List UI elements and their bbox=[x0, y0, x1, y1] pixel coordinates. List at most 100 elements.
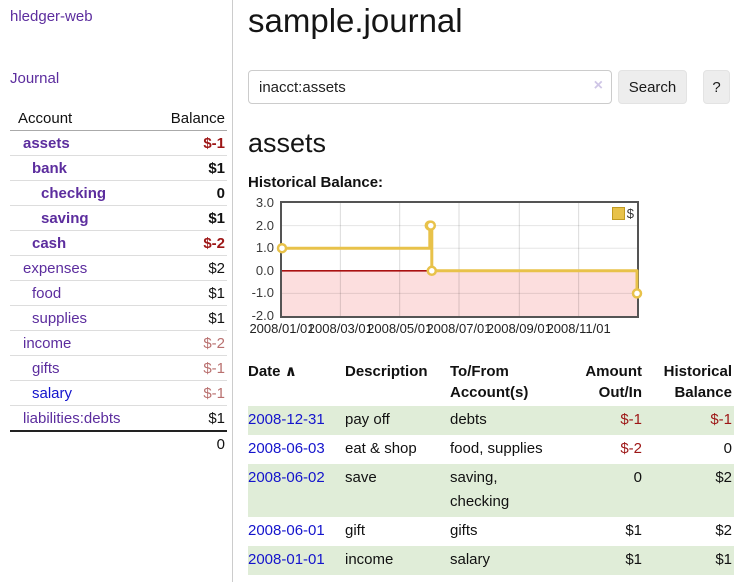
register-col-date[interactable]: Date ∧ bbox=[248, 363, 297, 380]
y-axis-tick-label: -1.0 bbox=[251, 285, 274, 301]
account-row: salary $-1 bbox=[10, 380, 227, 406]
help-button[interactable]: ? bbox=[703, 70, 730, 104]
chart-title: Historical Balance: bbox=[248, 174, 384, 191]
transaction-description: income bbox=[345, 551, 394, 568]
transaction-date-link[interactable]: 2008-06-02 bbox=[248, 469, 325, 486]
transaction-accounts: food, supplies bbox=[450, 440, 543, 457]
register-col-balance: Historical Balance bbox=[663, 363, 732, 401]
account-row: assets $-1 bbox=[10, 130, 227, 156]
account-balance: $1 bbox=[147, 280, 227, 306]
search-button[interactable]: Search bbox=[618, 70, 687, 104]
account-balance: $-1 bbox=[147, 355, 227, 381]
transaction-accounts: debts bbox=[450, 411, 487, 428]
account-link[interactable]: expenses bbox=[23, 259, 88, 277]
account-link[interactable]: salary bbox=[32, 384, 73, 402]
legend-label: $ bbox=[626, 206, 634, 221]
transaction-amount: $1 bbox=[625, 551, 642, 568]
account-balance: $1 bbox=[147, 205, 227, 231]
accounts-col-account: Account bbox=[10, 108, 148, 131]
transaction-description: gift bbox=[345, 522, 366, 539]
transaction-description: save bbox=[345, 469, 377, 486]
account-balance: $1 bbox=[147, 405, 227, 432]
account-balance: $2 bbox=[147, 255, 227, 281]
account-link[interactable]: bank bbox=[32, 159, 68, 177]
search-form: × Search ? bbox=[248, 70, 734, 104]
account-link[interactable]: income bbox=[23, 334, 72, 352]
chart-legend: $ bbox=[611, 206, 634, 221]
search-input[interactable] bbox=[248, 70, 612, 104]
accounts-col-balance: Balance bbox=[147, 108, 227, 131]
transaction-date-link[interactable]: 2008-01-01 bbox=[248, 551, 325, 568]
transaction-amount: $-2 bbox=[620, 440, 642, 457]
account-link[interactable]: gifts bbox=[32, 359, 60, 377]
account-link[interactable]: saving bbox=[41, 209, 89, 227]
account-row: liabilities:debts $1 bbox=[10, 405, 227, 432]
account-link[interactable]: liabilities:debts bbox=[23, 409, 121, 427]
y-axis-tick-label: 2.0 bbox=[255, 217, 274, 233]
x-axis-tick-label: 2008/05/01 bbox=[367, 321, 433, 336]
account-row: cash $-2 bbox=[10, 230, 227, 256]
account-balance: $-1 bbox=[147, 130, 227, 156]
transaction-amount: 0 bbox=[633, 469, 642, 486]
y-axis-tick-label: -2.0 bbox=[251, 308, 274, 323]
page-title: sample.journal bbox=[248, 2, 463, 39]
register-row: 2008-06-01 gift gifts $1 $2 bbox=[248, 517, 734, 546]
y-axis-tick-label: 3.0 bbox=[255, 195, 274, 210]
transaction-description: eat & shop bbox=[345, 440, 417, 457]
register-row: 2008-06-02 save saving, checking 0 $2 bbox=[248, 464, 734, 517]
account-row: income $-2 bbox=[10, 330, 227, 356]
account-row: supplies $1 bbox=[10, 305, 227, 331]
x-axis-tick-label: 2008/03/01 bbox=[307, 321, 373, 336]
sidebar: hledger-web Journal Account Balance asse… bbox=[0, 0, 233, 582]
account-link[interactable]: checking bbox=[41, 184, 107, 202]
transaction-balance: $2 bbox=[715, 522, 732, 539]
y-axis-tick-label: 1.0 bbox=[255, 240, 274, 256]
account-link[interactable]: food bbox=[32, 284, 62, 302]
account-link[interactable]: supplies bbox=[32, 309, 88, 327]
transaction-balance: $2 bbox=[715, 469, 732, 486]
account-balance: $1 bbox=[147, 155, 227, 181]
transaction-accounts: gifts bbox=[450, 522, 478, 539]
account-balance: $-1 bbox=[147, 380, 227, 406]
sort-asc-icon: ∧ bbox=[284, 363, 297, 380]
sidebar-item-journal[interactable]: Journal bbox=[10, 70, 60, 87]
account-balance: $-2 bbox=[147, 230, 227, 256]
account-heading: assets bbox=[248, 128, 327, 158]
legend-swatch-icon bbox=[611, 207, 625, 220]
app-brand-link[interactable]: hledger-web bbox=[10, 8, 93, 25]
account-row: expenses $2 bbox=[10, 255, 227, 281]
y-axis-tick-label: 0.0 bbox=[255, 262, 274, 278]
register-row: 2008-01-01 income salary $1 $1 bbox=[248, 546, 734, 575]
register-col-description: Description bbox=[345, 363, 428, 380]
accounts-total-value: 0 bbox=[147, 430, 227, 456]
transaction-date-link[interactable]: 2008-12-31 bbox=[248, 411, 325, 428]
historical-balance-chart: $ 3.0 2.0 1.0 0.0 -1.0 -2.0 2008/01/01 2008/03/… bbox=[248, 195, 734, 337]
chart-plot-area: $ bbox=[276, 201, 643, 318]
transaction-amount: $1 bbox=[625, 522, 642, 539]
x-axis-tick-label: 2008/07/01 bbox=[426, 321, 492, 336]
account-balance: $-2 bbox=[147, 330, 227, 356]
accounts-total-row: 0 bbox=[10, 430, 227, 456]
account-link[interactable]: assets bbox=[23, 134, 70, 152]
transaction-date-link[interactable]: 2008-06-03 bbox=[248, 440, 325, 457]
balance-line-series bbox=[276, 203, 643, 316]
register-col-accounts: To/From Account(s) bbox=[450, 363, 529, 401]
register-row: 2008-12-31 pay off debts $-1 $-1 bbox=[248, 406, 734, 435]
accounts-table: Account Balance assets $-1 bank $1 checking 0… bbox=[10, 108, 227, 456]
account-row: food $1 bbox=[10, 280, 227, 306]
transaction-accounts: saving, checking bbox=[450, 469, 510, 510]
x-axis-tick-label: 2008/11/01 bbox=[546, 321, 611, 336]
account-row: gifts $-1 bbox=[10, 355, 227, 381]
account-row: bank $1 bbox=[10, 155, 227, 181]
main-content: sample.journal × Search ? assets Histori… bbox=[248, 0, 734, 575]
account-link[interactable]: cash bbox=[32, 234, 67, 252]
transaction-date-link[interactable]: 2008-06-01 bbox=[248, 522, 325, 539]
register-table: Date ∧ Description To/From Account(s) Am… bbox=[248, 359, 734, 575]
account-balance: $1 bbox=[147, 305, 227, 331]
clear-search-icon[interactable]: × bbox=[593, 77, 603, 94]
transaction-amount: $-1 bbox=[620, 411, 642, 428]
register-col-amount: Amount Out/In bbox=[585, 363, 642, 401]
x-axis-tick-label: 2008/09/01 bbox=[486, 321, 552, 336]
transaction-balance: $1 bbox=[715, 551, 732, 568]
account-row: saving $1 bbox=[10, 205, 227, 231]
